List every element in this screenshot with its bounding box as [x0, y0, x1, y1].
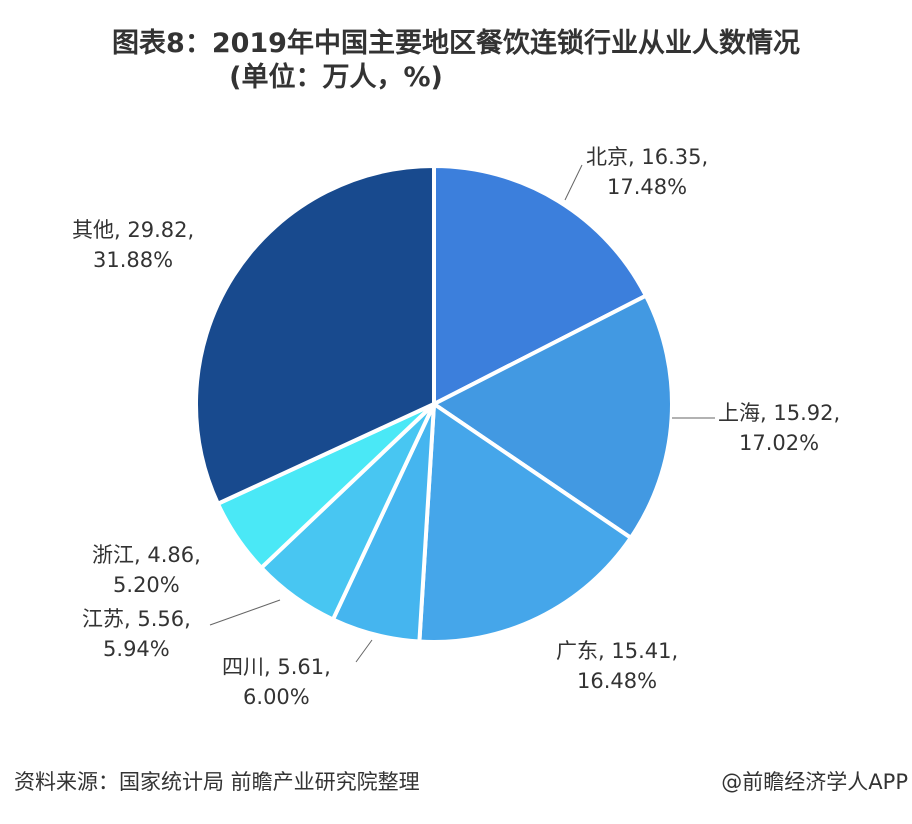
- pie-slice-1: [432, 163, 649, 408]
- data-label-7: 其他, 29.82, 31.88%: [72, 215, 194, 275]
- credit-note: @前瞻经济学人APP: [721, 770, 908, 794]
- leader-line: [209, 599, 281, 626]
- data-label-line1: 四川, 5.61,: [222, 655, 331, 679]
- chart-title: 图表8：2019年中国主要地区餐饮连锁行业从业人数情况: [112, 28, 800, 59]
- data-label-line2: 31.88%: [93, 248, 174, 272]
- data-label-line1: 江苏, 5.56,: [82, 607, 191, 631]
- leader-line: [355, 639, 373, 663]
- data-label-line1: 其他, 29.82,: [72, 218, 195, 242]
- data-label-5: 江苏, 5.56, 5.94%: [82, 604, 191, 664]
- data-label-6: 浙江, 4.86, 5.20%: [92, 540, 201, 600]
- pie-slice-3: [417, 400, 634, 644]
- data-label-line2: 17.48%: [607, 175, 688, 199]
- data-label-line2: 17.02%: [739, 431, 820, 455]
- source-note: 资料来源：国家统计局 前瞻产业研究院整理: [14, 770, 420, 794]
- data-label-line2: 16.48%: [577, 669, 658, 693]
- data-label-line2: 6.00%: [243, 685, 310, 709]
- data-label-line2: 5.94%: [103, 637, 170, 661]
- chart-subtitle: (单位：万人，%): [229, 62, 443, 93]
- data-label-3: 广东, 15.41, 16.48%: [556, 636, 678, 696]
- data-label-line1: 北京, 16.35,: [586, 145, 709, 169]
- data-label-line1: 浙江, 4.86,: [92, 543, 201, 567]
- leader-line: [564, 164, 583, 201]
- data-label-4: 四川, 5.61, 6.00%: [222, 652, 331, 712]
- data-label-line2: 5.20%: [113, 573, 180, 597]
- pie-slice-7: [194, 163, 436, 507]
- data-label-1: 北京, 16.35, 17.48%: [586, 142, 708, 202]
- data-label-line1: 上海, 15.92,: [718, 401, 841, 425]
- data-label-2: 上海, 15.92, 17.02%: [718, 398, 840, 458]
- data-label-line1: 广东, 15.41,: [556, 639, 679, 663]
- pie-slice-2: [430, 293, 674, 541]
